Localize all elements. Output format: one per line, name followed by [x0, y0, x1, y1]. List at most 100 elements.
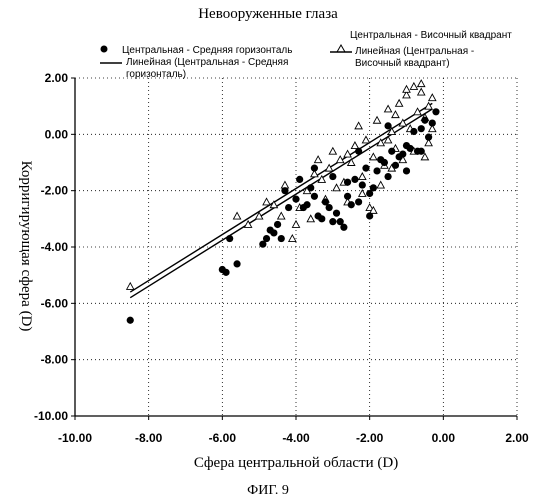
- data-point-circle: [344, 179, 351, 186]
- data-point-circle: [370, 184, 377, 191]
- data-point-triangle: [403, 86, 410, 93]
- legend-entry-2: Линейная (Центральная - Средняя горизонт…: [100, 57, 291, 80]
- data-point-triangle: [410, 83, 417, 90]
- data-point-circle: [311, 165, 318, 172]
- data-point-triangle: [315, 156, 322, 163]
- data-point-circle: [388, 148, 395, 155]
- data-point-triangle: [370, 153, 377, 160]
- data-point-triangle: [348, 159, 355, 166]
- data-point-triangle: [418, 88, 425, 95]
- data-point-circle: [425, 134, 432, 141]
- data-point-circle: [278, 235, 285, 242]
- data-point-triangle: [289, 235, 296, 242]
- data-point-triangle: [281, 181, 288, 188]
- x-tick-label: 0.00: [432, 431, 456, 445]
- data-point-circle: [270, 229, 277, 236]
- y-tick-label: -8.00: [41, 353, 69, 367]
- data-point-circle: [226, 235, 233, 242]
- data-point-circle: [399, 150, 406, 157]
- data-point-circle: [311, 193, 318, 200]
- trendline-0: [130, 109, 432, 298]
- data-point-circle: [392, 162, 399, 169]
- x-tick-label: -2.00: [356, 431, 384, 445]
- legend-label-1: Центральная - Височный квадрант: [350, 30, 512, 41]
- data-point-circle: [373, 167, 380, 174]
- data-point-circle: [340, 224, 347, 231]
- data-point-circle: [381, 159, 388, 166]
- data-point-triangle: [355, 122, 362, 129]
- data-point-circle: [421, 117, 428, 124]
- data-point-triangle: [292, 221, 299, 228]
- data-point-circle: [329, 218, 336, 225]
- legend-label-3: Линейная (Центральная - Височный квадран…: [355, 46, 477, 69]
- data-point-circle: [359, 181, 366, 188]
- data-point-circle: [429, 119, 436, 126]
- data-point-circle: [366, 212, 373, 219]
- legend-entry-3: Линейная (Центральная - Височный квадран…: [330, 46, 477, 69]
- data-point-triangle: [377, 181, 384, 188]
- data-point-triangle: [233, 212, 240, 219]
- data-point-circle: [127, 317, 134, 324]
- data-point-circle: [281, 187, 288, 194]
- data-point-triangle: [263, 198, 270, 205]
- data-point-circle: [285, 204, 292, 211]
- data-point-circle: [303, 201, 310, 208]
- data-point-triangle: [307, 215, 314, 222]
- data-point-triangle: [362, 136, 369, 143]
- data-point-triangle: [392, 111, 399, 118]
- y-tick-label: 2.00: [45, 71, 69, 85]
- data-point-circle: [344, 193, 351, 200]
- data-point-circle: [329, 173, 336, 180]
- data-point-triangle: [344, 150, 351, 157]
- legend-entry-0: Центральная - Средняя горизонталь: [101, 45, 293, 56]
- data-point-circle: [418, 148, 425, 155]
- legend-marker-circle: [101, 46, 108, 53]
- x-axis-label: Сфера центральной области (D): [194, 455, 398, 471]
- y-axis-label: Корригирующая сфера (D): [18, 161, 34, 332]
- data-point-circle: [410, 128, 417, 135]
- data-point-circle: [384, 173, 391, 180]
- x-tick-label: -10.00: [58, 431, 92, 445]
- x-tick-label: 2.00: [505, 431, 529, 445]
- data-point-circle: [348, 201, 355, 208]
- data-point-circle: [351, 176, 358, 183]
- y-tick-label: -2.00: [41, 184, 69, 198]
- data-point-triangle: [418, 80, 425, 87]
- data-point-circle: [292, 196, 299, 203]
- y-tick-label: -6.00: [41, 296, 69, 310]
- plot-area: -10.00 -8.00 -6.00 -4.00 -2.00 0.00 2.00 2.00 0.…: [34, 71, 529, 445]
- y-tick-label: -10.00: [34, 409, 68, 423]
- data-point-triangle: [429, 94, 436, 101]
- data-point-circle: [296, 176, 303, 183]
- data-point-triangle: [359, 173, 366, 180]
- data-point-triangle: [396, 100, 403, 107]
- y-tick-label: 0.00: [45, 127, 69, 141]
- data-point-triangle: [384, 105, 391, 112]
- data-point-circle: [222, 269, 229, 276]
- legend-label-0: Центральная - Средняя горизонталь: [122, 45, 292, 56]
- data-point-triangle: [127, 283, 134, 290]
- legend-label-2: Линейная (Центральная - Средняя горизонт…: [126, 57, 291, 80]
- data-point-circle: [274, 221, 281, 228]
- data-point-circle: [333, 210, 340, 217]
- data-point-triangle: [278, 212, 285, 219]
- x-tick-label: -6.00: [209, 431, 237, 445]
- data-point-circle: [307, 184, 314, 191]
- legend: Центральная - Средняя горизонталь Центра…: [100, 30, 512, 80]
- data-point-circle: [403, 167, 410, 174]
- x-tick-label: -4.00: [282, 431, 310, 445]
- data-point-circle: [233, 260, 240, 267]
- data-point-circle: [326, 204, 333, 211]
- chart-title: Невооруженные глаза: [198, 6, 338, 22]
- data-point-circle: [384, 122, 391, 129]
- data-point-circle: [418, 125, 425, 132]
- data-point-triangle: [333, 184, 340, 191]
- data-point-circle: [407, 145, 414, 152]
- data-point-triangle: [373, 117, 380, 124]
- data-point-circle: [263, 235, 270, 242]
- data-point-circle: [362, 165, 369, 172]
- data-point-triangle: [351, 142, 358, 149]
- data-point-circle: [355, 198, 362, 205]
- legend-marker-triangle: [337, 45, 345, 52]
